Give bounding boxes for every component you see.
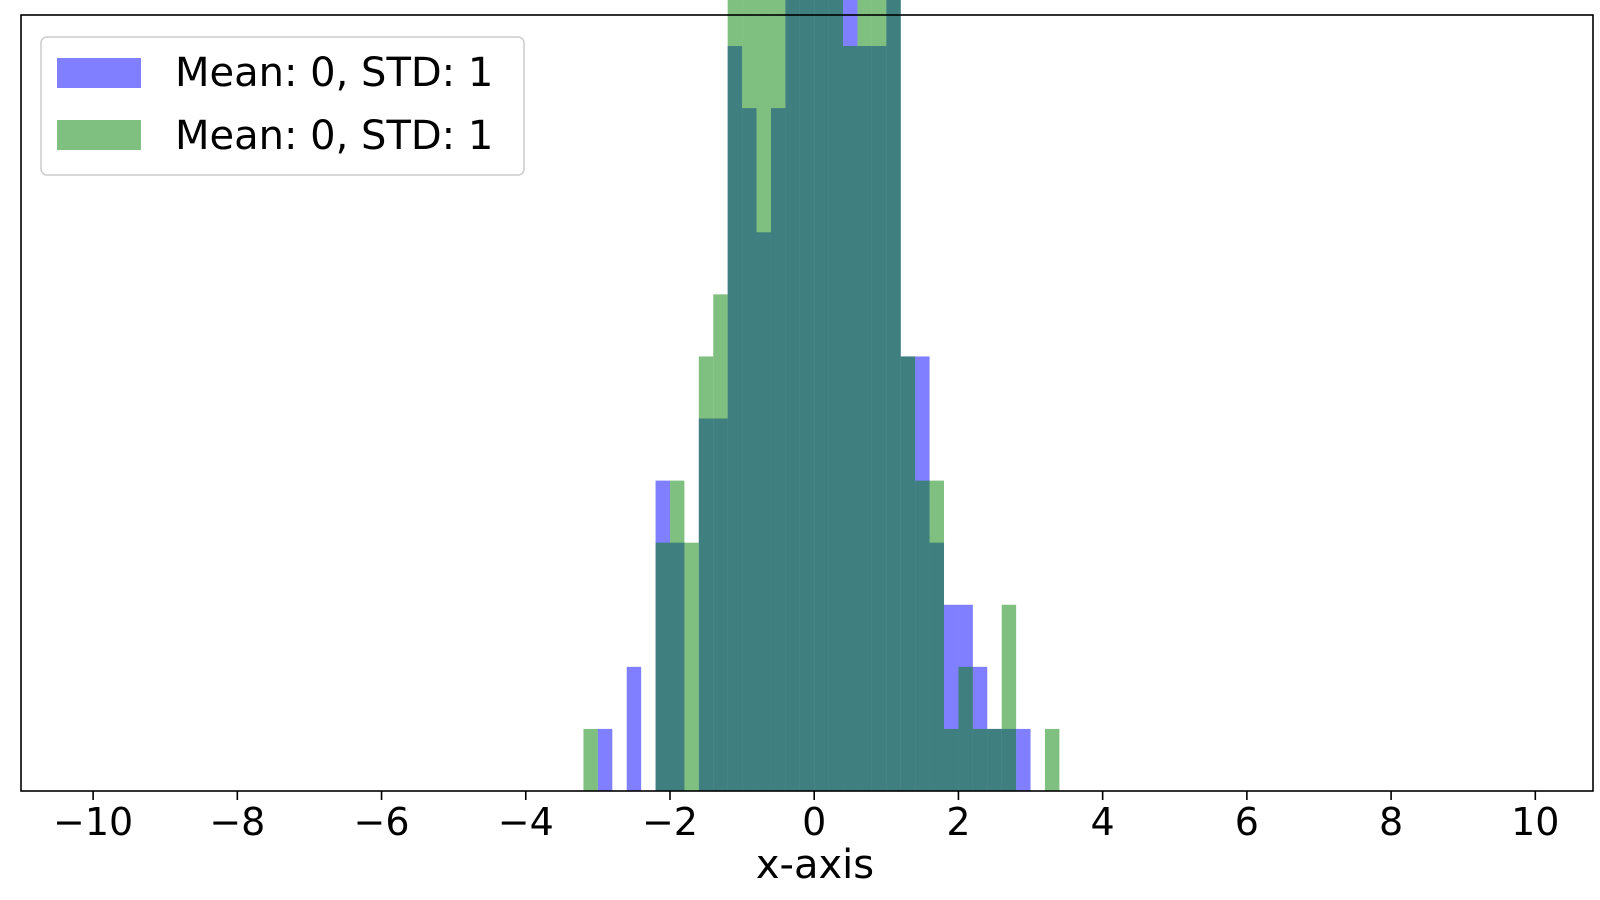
- series-2-bar: [742, 0, 757, 792]
- series-2-bar: [900, 356, 916, 791]
- series-2-bar: [987, 728, 1002, 791]
- x-tick-label: −4: [498, 800, 554, 844]
- x-tick-label: 0: [802, 800, 826, 844]
- x-tick-label: 8: [1379, 800, 1403, 844]
- series-1-bar: [626, 666, 642, 791]
- series-2-bar: [886, 0, 901, 791]
- series-2-bar: [972, 728, 988, 791]
- series-2-bar: [583, 728, 598, 791]
- series-2-bar: [871, 0, 887, 792]
- series-2-bar: [857, 0, 872, 791]
- series-2-bar: [958, 666, 973, 791]
- legend-swatch-series-2: [57, 120, 141, 150]
- series-2-bar: [843, 46, 858, 792]
- legend-swatch-series-1: [57, 58, 141, 88]
- legend-box: [40, 36, 525, 176]
- series-2-bar: [1001, 604, 1017, 791]
- x-tick-label: 10: [1511, 800, 1559, 844]
- x-axis-label: x-axis: [756, 842, 874, 888]
- legend-label-series-1: Mean: 0, STD: 1: [175, 50, 493, 96]
- series-2-bar: [698, 356, 714, 791]
- series-2-bar: [669, 480, 685, 791]
- x-tick-label: −10: [53, 800, 133, 844]
- series-1-bar: [1016, 728, 1031, 791]
- x-tick-label: −8: [209, 800, 265, 844]
- series-2-bar: [944, 728, 959, 791]
- x-tick-label: 6: [1235, 800, 1259, 844]
- series-2-bar: [756, 0, 771, 791]
- series-2-bar: [684, 542, 699, 791]
- series-2-bar: [828, 0, 844, 792]
- legend-label-series-2: Mean: 0, STD: 1: [175, 113, 493, 159]
- plot-frame: [20, 14, 1594, 792]
- series-2-bar: [814, 0, 829, 792]
- legend: Mean: 0, STD: 1 Mean: 0, STD: 1: [40, 36, 525, 176]
- x-tick-label: −2: [642, 800, 698, 844]
- series-2-bar: [713, 294, 728, 791]
- series-2-bar: [915, 480, 930, 791]
- series-2-bar: [785, 0, 800, 791]
- series-2-bars: [583, 0, 1060, 792]
- series-2-bar: [770, 0, 786, 791]
- x-tick-label: −6: [354, 800, 410, 844]
- series-2-bar: [655, 542, 670, 791]
- series-2-bar: [727, 0, 743, 791]
- bars-layer: [583, 0, 1060, 792]
- x-ticks: −10 −8 −6 −4 −2 0 2 4 6 8 10: [53, 791, 1559, 844]
- series-1-bar: [597, 728, 613, 791]
- x-tick-label: 2: [946, 800, 970, 844]
- series-2-bar: [799, 0, 815, 791]
- series-2-bar: [1044, 728, 1060, 791]
- x-tick-label: 4: [1091, 800, 1115, 844]
- series-2-bar: [929, 480, 945, 791]
